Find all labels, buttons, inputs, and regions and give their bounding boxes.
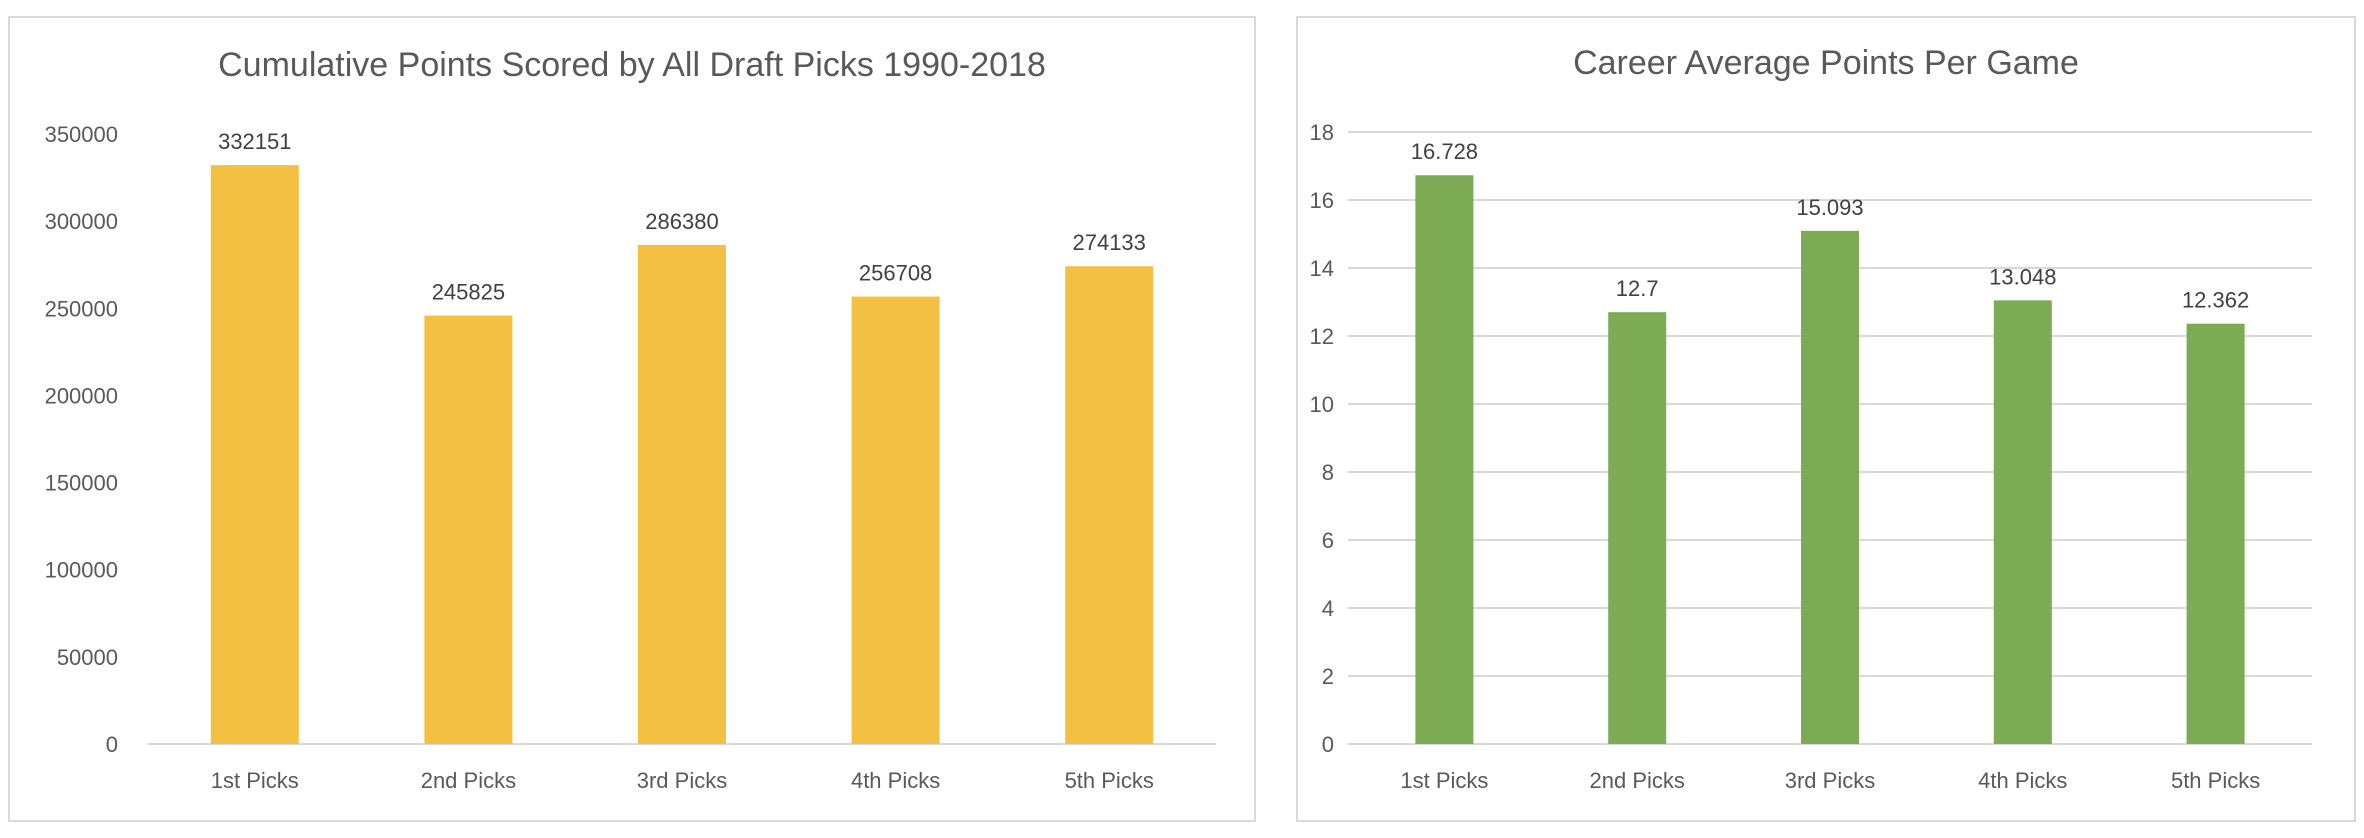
data-label: 12.362 xyxy=(2182,288,2249,313)
cumulative-points-chart-panel: Cumulative Points Scored by All Draft Pi… xyxy=(8,16,1256,822)
x-category-label: 3rd Picks xyxy=(637,768,727,793)
x-category-label: 1st Picks xyxy=(1400,768,1488,793)
chart-title: Career Average Points Per Game xyxy=(1573,44,2079,82)
bar xyxy=(2186,323,2245,744)
y-tick-label: 12 xyxy=(1310,324,1334,349)
x-category-label: 1st Picks xyxy=(211,768,299,793)
x-category-label: 2nd Picks xyxy=(421,768,516,793)
y-tick-label: 150000 xyxy=(45,471,118,496)
x-category-label: 2nd Picks xyxy=(1590,768,1685,793)
y-tick-label: 8 xyxy=(1322,460,1334,485)
x-category-label: 5th Picks xyxy=(2171,768,2260,793)
data-label: 286380 xyxy=(645,209,718,234)
chart-title: Cumulative Points Scored by All Draft Pi… xyxy=(218,46,1046,84)
y-tick-label: 0 xyxy=(106,732,118,757)
career-average-chart-panel: Career Average Points Per Game 0 2 4 6 8 10 12 1… xyxy=(1296,16,2356,822)
y-tick-label: 300000 xyxy=(45,209,118,234)
y-tick-label: 0 xyxy=(1322,732,1334,757)
bar xyxy=(1415,175,1474,745)
y-tick-label: 18 xyxy=(1310,120,1334,145)
bar xyxy=(1801,230,1859,744)
data-label: 15.093 xyxy=(1796,195,1863,220)
x-category-label: 4th Picks xyxy=(1978,768,2067,793)
bar xyxy=(424,315,513,744)
data-label: 256708 xyxy=(859,261,932,286)
cumulative-points-chart: Cumulative Points Scored by All Draft Pi… xyxy=(45,46,1216,793)
data-label: 12.7 xyxy=(1616,276,1659,301)
bar xyxy=(1608,312,1667,744)
y-tick-label: 10 xyxy=(1310,392,1334,417)
data-label: 16.728 xyxy=(1411,139,1478,164)
y-tick-label: 350000 xyxy=(45,122,118,147)
bar xyxy=(210,165,299,744)
bar xyxy=(638,244,726,745)
y-tick-label: 50000 xyxy=(57,645,118,670)
y-tick-label: 2 xyxy=(1322,664,1334,689)
y-tick-label: 14 xyxy=(1310,256,1334,281)
y-tick-label: 6 xyxy=(1322,528,1334,553)
career-average-chart: Career Average Points Per Game 0 2 4 6 8 10 12 1… xyxy=(1310,44,2312,793)
y-tick-label: 16 xyxy=(1310,188,1334,213)
x-category-label: 4th Picks xyxy=(851,768,940,793)
bar xyxy=(1993,300,2052,744)
data-label: 332151 xyxy=(218,129,291,154)
x-category-label: 5th Picks xyxy=(1065,768,1154,793)
y-tick-label: 200000 xyxy=(45,383,118,408)
bar xyxy=(851,296,940,744)
data-label: 245825 xyxy=(432,280,505,305)
y-tick-label: 250000 xyxy=(45,296,118,321)
y-tick-label: 4 xyxy=(1322,596,1334,621)
y-tick-label: 100000 xyxy=(45,558,118,583)
bar xyxy=(1065,266,1154,744)
data-label: 13.048 xyxy=(1989,264,2056,289)
x-category-label: 3rd Picks xyxy=(1785,768,1875,793)
data-label: 274133 xyxy=(1072,230,1145,255)
